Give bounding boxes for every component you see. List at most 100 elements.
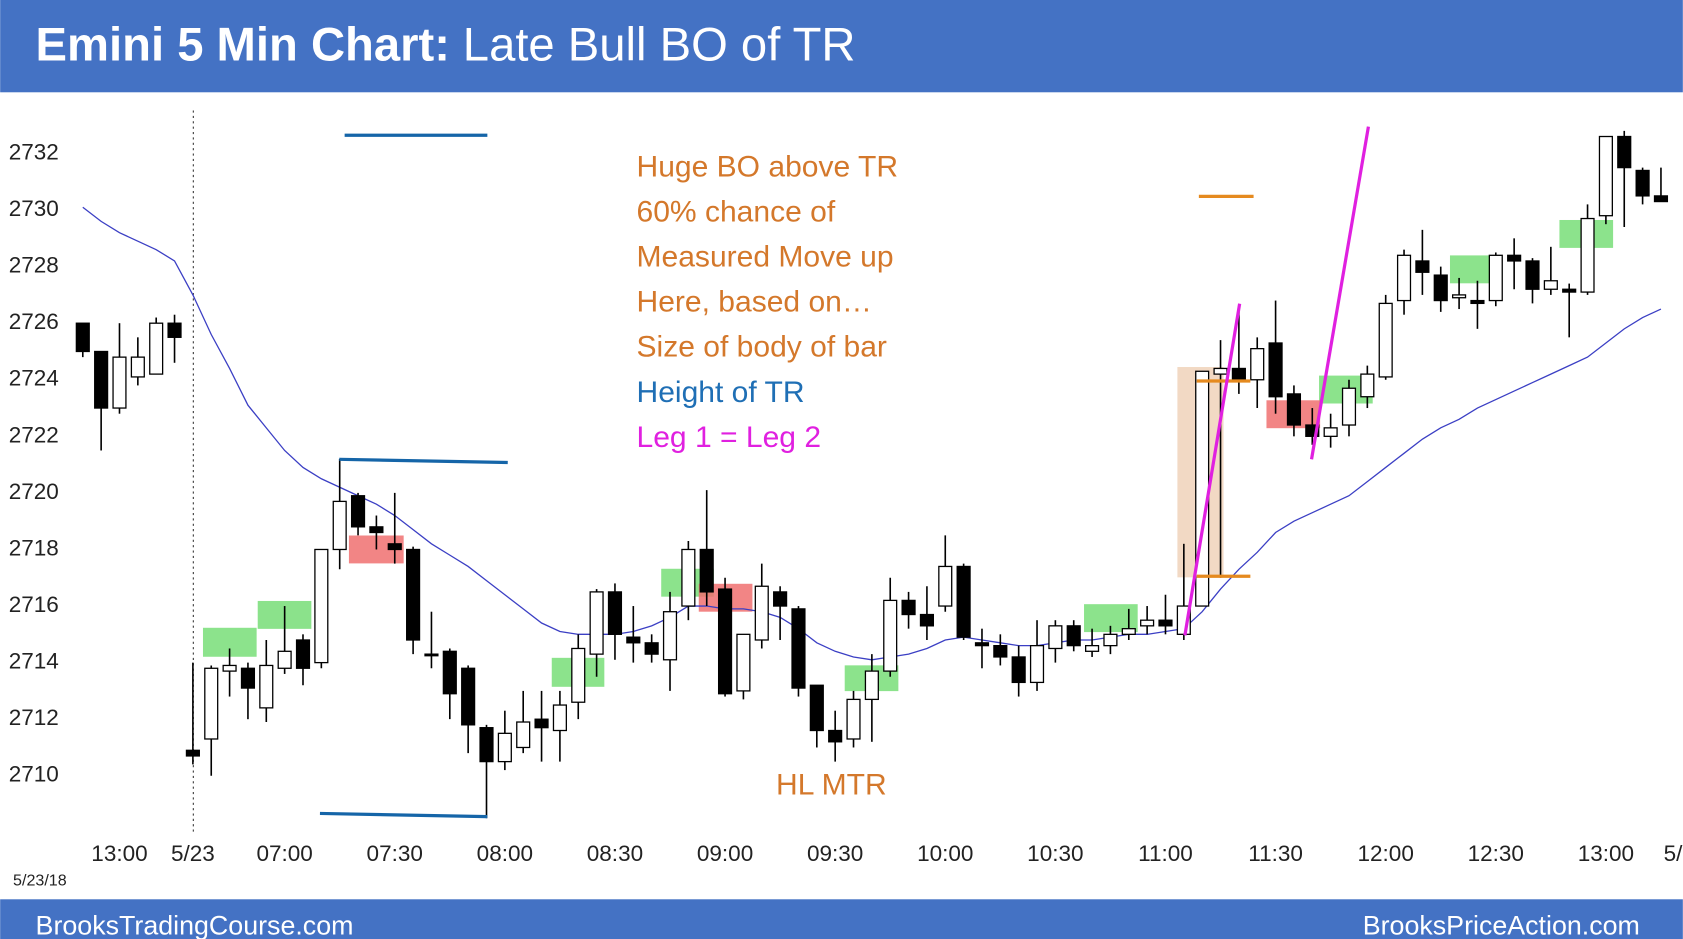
x-tick-label: 11:30 (1248, 841, 1303, 866)
candle-body (681, 548, 696, 607)
candle-body (1598, 135, 1613, 217)
x-tick-label: 12:00 (1358, 841, 1414, 866)
candle-body (75, 322, 90, 353)
candle-body (809, 684, 824, 732)
footer-right: BrooksPriceAction.com (1363, 910, 1640, 939)
candle-body (1195, 370, 1210, 607)
y-tick-label: 2722 (9, 422, 59, 447)
candle-body (846, 698, 861, 740)
x-tick-label: 13:00 (1578, 841, 1634, 866)
candle-body (167, 322, 182, 338)
candle-body (1378, 302, 1393, 378)
candle-body (607, 591, 623, 635)
slide-title: Emini 5 Min Chart: Late Bull BO of TR (36, 19, 856, 72)
annotation: Measured Move up (637, 241, 894, 274)
y-tick-label: 2724 (9, 366, 59, 391)
candle-body (1488, 254, 1503, 302)
candle-body (295, 639, 311, 669)
footer-left: BrooksTradingCourse.com (36, 910, 354, 939)
candle-body (1140, 619, 1155, 627)
candle-body (1323, 427, 1338, 437)
candle-body (1158, 619, 1173, 627)
candle-body (1415, 260, 1430, 273)
leg-2 (1309, 126, 1370, 460)
candle-body (1250, 348, 1265, 381)
y-tick-label: 2726 (9, 309, 59, 334)
candle-body (1103, 633, 1118, 647)
x-tick-label: 10:00 (917, 841, 973, 866)
leg-1 (1183, 303, 1242, 636)
x-tick-label: 09:30 (807, 841, 863, 866)
candle-body (1066, 625, 1081, 647)
candle-body (883, 599, 898, 672)
candle-body (754, 585, 769, 641)
candle-body (974, 642, 990, 647)
candle-body (1286, 393, 1302, 426)
y-tick-label: 2730 (9, 196, 59, 221)
annotation: Size of body of bar (637, 331, 887, 364)
candle-body (717, 588, 733, 695)
annotation-lines (319, 126, 1370, 819)
candle-body (1580, 217, 1595, 293)
annotation: Height of TR (637, 376, 805, 409)
candles (75, 130, 1669, 819)
candle-body (406, 548, 421, 641)
candle-body (424, 653, 439, 657)
candle-body (1433, 274, 1448, 302)
x-tick-label: 07:00 (256, 841, 312, 866)
candle-body (277, 650, 292, 669)
y-tick-label: 2732 (9, 139, 59, 164)
x-tick-label: 5/23 (171, 841, 215, 866)
candle-body (662, 611, 678, 661)
candle-body (1507, 254, 1522, 262)
x-tick-label: 08:30 (587, 841, 643, 866)
y-tick-label: 2712 (9, 705, 59, 730)
candle-body (442, 650, 457, 695)
candle-body (461, 667, 476, 726)
candle-body (644, 642, 659, 655)
candle-body (993, 645, 1008, 658)
candle-body (791, 608, 806, 689)
candle-body (919, 613, 935, 627)
candle-body (1011, 656, 1026, 684)
candle-body (1396, 254, 1412, 302)
candle-body (1452, 294, 1467, 299)
candle-body (479, 727, 494, 763)
candle-body (956, 565, 971, 638)
y-tick-label: 2728 (9, 253, 59, 278)
candle-body (240, 667, 256, 689)
candle-body (1121, 628, 1136, 635)
x-tick-label: 5/2 (1664, 841, 1683, 866)
candle-body (314, 548, 329, 664)
candle-body (1525, 260, 1540, 290)
candle-body (112, 356, 127, 409)
annotation-shapes (82, 110, 1662, 832)
candle-body (1470, 299, 1485, 305)
candle-body (94, 350, 109, 409)
annotation: Huge BO above TR (637, 150, 899, 183)
sell-zones (348, 400, 1321, 612)
candle-body (259, 664, 274, 709)
annotation: Here, based on… (637, 286, 872, 319)
candle-body (1635, 169, 1650, 197)
x-tick-label: 12:30 (1468, 841, 1524, 866)
annotation: HL MTR (776, 769, 887, 802)
candle-body (387, 543, 402, 551)
candle-body (773, 591, 788, 607)
candle-body (332, 500, 347, 551)
candle-body (1562, 288, 1577, 293)
candle-body (534, 718, 549, 729)
date-label: 5/23/18 (13, 871, 67, 889)
candle-body (185, 749, 200, 757)
x-tick-label: 08:00 (477, 841, 533, 866)
candle-body (149, 322, 164, 375)
candle-body (1213, 367, 1228, 375)
x-tick-label: 07:30 (367, 841, 423, 866)
candle-body (1029, 645, 1045, 684)
range-top (339, 457, 508, 465)
candle-body (699, 548, 714, 593)
candle-body (736, 633, 751, 692)
candle-body (1305, 424, 1320, 437)
